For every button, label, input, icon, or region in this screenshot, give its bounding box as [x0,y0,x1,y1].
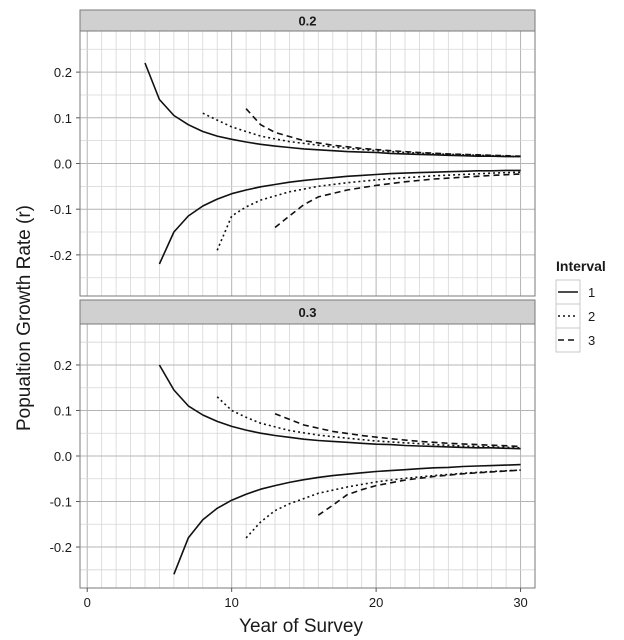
panel-1: 0.3 0.2 0.1 0.0 -0.1 -0.2 [50,299,536,589]
series-line-interval-2 [245,469,521,539]
facet-strip-label: 0.3 [298,305,316,320]
y-axis-title: Popualtion Growth Rate (r) [14,205,35,431]
series-line-interval-2 [216,396,521,449]
facet-panels: 0.2 0.2 0.1 0.0 -0.1 -0.2 0.3 0.2 0.1 0.0 -0.1 -0.2 [50,9,536,589]
x-tick-label: 0 [84,595,91,610]
series-line-interval-3 [317,469,521,516]
panel-0: 0.2 0.2 0.1 0.0 -0.1 -0.2 [50,9,536,297]
x-axis: 0 10 20 30 [84,588,528,610]
y-tick-label: 0.0 [54,157,72,172]
y-tick-label: -0.2 [50,248,72,263]
series-line-interval-3 [274,412,521,448]
legend-label: 2 [588,309,595,324]
x-tick-label: 30 [513,595,527,610]
legend-title: Interval [556,258,606,274]
series-line-interval-1 [158,364,521,450]
x-tick-label: 10 [224,595,238,610]
y-tick-label: 0.2 [54,358,72,373]
legend-label: 3 [588,333,595,348]
facet-strip-label: 0.2 [298,14,316,29]
series-line-interval-1 [144,62,521,158]
y-tick-label: -0.1 [50,202,72,217]
series-line-interval-1 [158,169,521,265]
panel-border [79,30,536,297]
series-line-interval-1 [173,463,521,575]
y-tick-label: 0.1 [54,403,72,418]
legend-label: 1 [588,285,595,300]
y-tick-label: 0.1 [54,111,72,126]
facet-strip [79,299,536,325]
y-tick-label: 0.0 [54,449,72,464]
x-axis-title: Year of Survey [239,616,363,637]
y-tick-label: 0.2 [54,65,72,80]
series-line-interval-2 [202,112,521,158]
y-tick-label: -0.1 [50,495,72,510]
series-line-interval-3 [274,173,521,229]
legend: Interval 1 2 3 [555,258,606,353]
y-tick-label: -0.2 [50,540,72,555]
panel-border [79,323,536,589]
series-line-interval-3 [245,108,521,157]
x-tick-label: 20 [369,595,383,610]
